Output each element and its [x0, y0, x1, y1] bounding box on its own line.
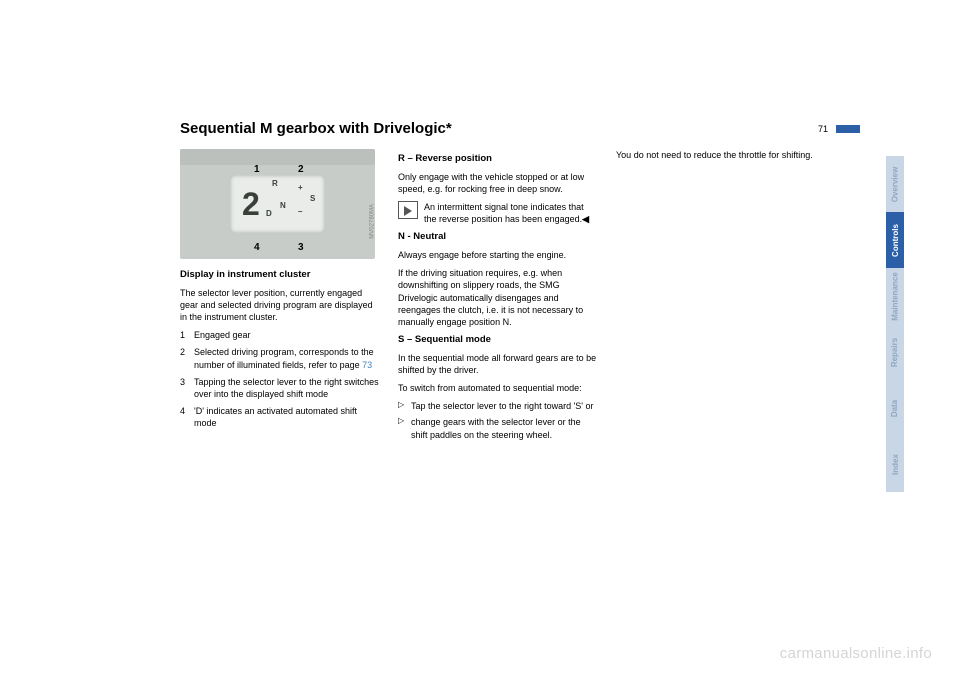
- column-3: You do not need to reduce the throttle f…: [616, 149, 816, 445]
- figure-credit: MV02780MA: [369, 204, 375, 239]
- tab-maintenance[interactable]: Maintenance: [886, 268, 904, 324]
- column-2: R – Reverse position Only engage with th…: [398, 149, 598, 445]
- figure-s: S: [310, 194, 315, 205]
- page-link[interactable]: 73: [362, 360, 372, 370]
- columns: 2 R D N S + – 1 2 3 4 MV02780MA Display …: [180, 149, 860, 445]
- page-content: Sequential M gearbox with Drivelogic* 71…: [180, 120, 860, 445]
- column-1: 2 R D N S + – 1 2 3 4 MV02780MA Display …: [180, 149, 380, 445]
- cluster-figure: 2 R D N S + – 1 2 3 4 MV02780MA: [180, 149, 375, 259]
- page-title: Sequential M gearbox with Drivelogic*: [180, 120, 452, 137]
- list-item: 3 Tapping the selector lever to the righ…: [180, 376, 380, 400]
- col2-p3: If the driving situation requires, e.g. …: [398, 267, 598, 328]
- list-item: 2 Selected driving program, corresponds …: [180, 346, 380, 370]
- tab-overview[interactable]: Overview: [886, 156, 904, 212]
- accent-bar: [836, 125, 860, 133]
- callout-4: 4: [254, 241, 260, 255]
- tab-index[interactable]: Index: [886, 436, 904, 492]
- tab-data[interactable]: Data: [886, 380, 904, 436]
- col1-heading: Display in instrument cluster: [180, 269, 380, 282]
- bullet-icon: ▷: [398, 400, 406, 412]
- tab-controls[interactable]: Controls: [886, 212, 904, 268]
- side-tabs: Overview Controls Maintenance Repairs Da…: [886, 156, 904, 492]
- callout-2: 2: [298, 163, 304, 177]
- list-item: 1 Engaged gear: [180, 329, 380, 341]
- callout-1: 1: [254, 163, 260, 177]
- page-number: 71: [818, 124, 828, 134]
- note-icon: [398, 201, 418, 219]
- bullet-item: ▷ change gears with the selector lever o…: [398, 416, 598, 440]
- figure-gear: 2: [242, 183, 260, 226]
- col2-h1: R – Reverse position: [398, 153, 598, 166]
- figure-r: R: [272, 179, 278, 190]
- callout-3: 3: [298, 241, 304, 255]
- col2-p1: Only engage with the vehicle stopped or …: [398, 171, 598, 195]
- figure-minus: –: [298, 207, 302, 218]
- col2-h2: N - Neutral: [398, 231, 598, 244]
- col2-p2: Always engage before starting the engine…: [398, 249, 598, 261]
- tab-repairs[interactable]: Repairs: [886, 324, 904, 380]
- header-row: Sequential M gearbox with Drivelogic* 71: [180, 120, 860, 137]
- figure-d: D: [266, 209, 272, 220]
- col2-h3: S – Sequential mode: [398, 334, 598, 347]
- watermark: carmanualsonline.info: [780, 645, 932, 662]
- bullet-item: ▷ Tap the selector lever to the right to…: [398, 400, 598, 412]
- figure-plus: +: [298, 183, 303, 194]
- bullet-icon: ▷: [398, 416, 406, 440]
- page-number-block: 71: [818, 124, 860, 134]
- col3-p1: You do not need to reduce the throttle f…: [616, 149, 816, 161]
- end-mark: ◀: [582, 214, 589, 224]
- col2-p5: To switch from automated to sequential m…: [398, 382, 598, 394]
- figure-n: N: [280, 201, 286, 212]
- note-block: An intermittent signal tone indicates th…: [398, 201, 598, 225]
- col1-para1: The selector lever position, currently e…: [180, 287, 380, 323]
- col2-p4: In the sequential mode all forward gears…: [398, 352, 598, 376]
- list-item: 4 'D' indicates an activated automated s…: [180, 405, 380, 429]
